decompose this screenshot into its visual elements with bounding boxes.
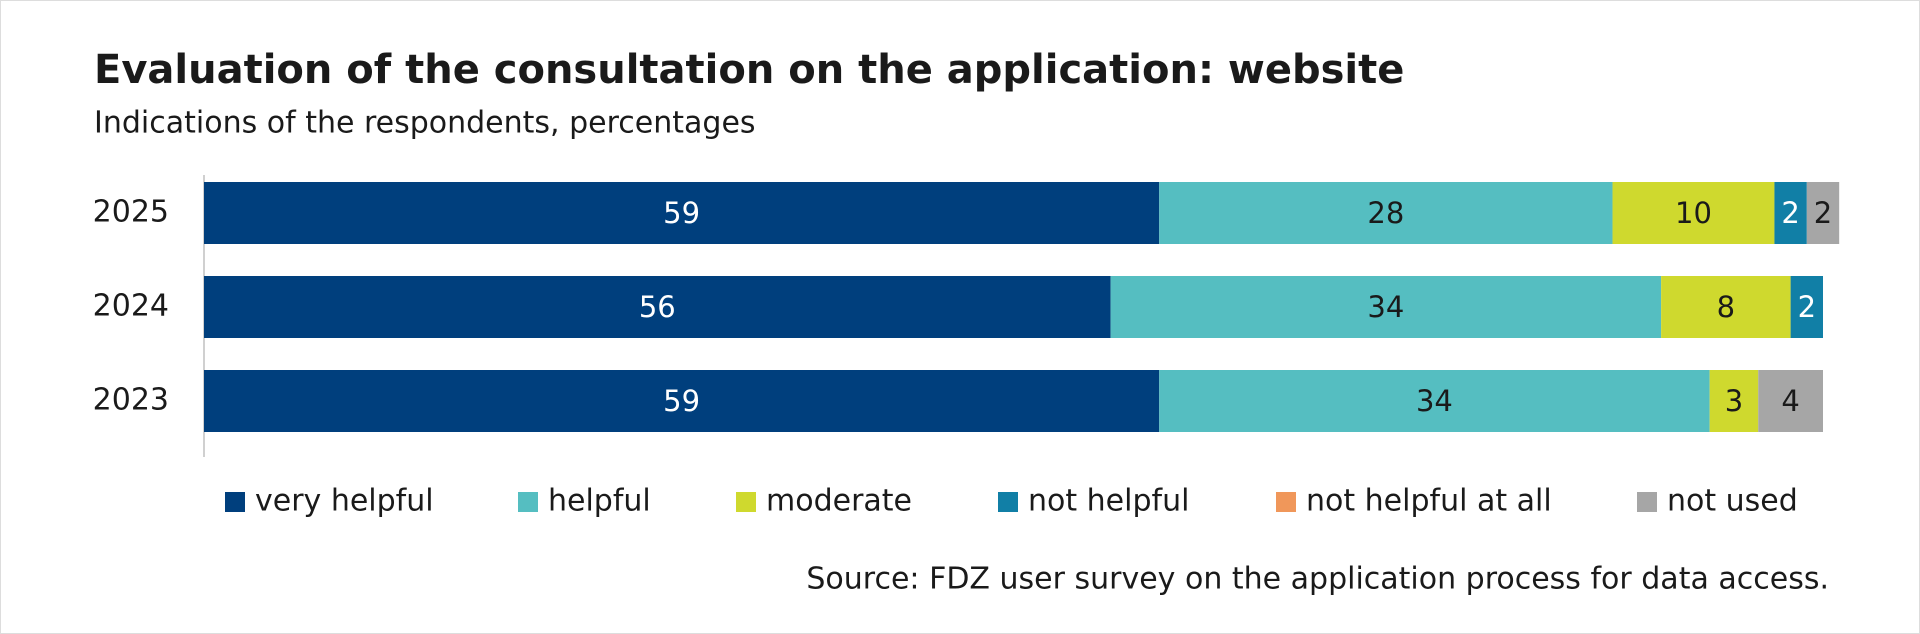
bar-segment bbox=[1612, 182, 1775, 244]
bar-segment bbox=[1661, 276, 1791, 338]
data-label: 2 bbox=[1781, 196, 1799, 230]
legend-label: moderate bbox=[766, 484, 912, 519]
legend-label: not helpful at all bbox=[1306, 484, 1552, 519]
data-label: 59 bbox=[663, 384, 700, 418]
bar-segment bbox=[1806, 182, 1840, 244]
legend-swatch bbox=[1637, 492, 1657, 512]
bar-segment bbox=[1758, 370, 1823, 432]
chart-subtitle: Indications of the respondents, percenta… bbox=[94, 106, 756, 141]
data-label: 28 bbox=[1367, 196, 1404, 230]
bar-segment bbox=[1774, 182, 1807, 244]
y-tick-label: 2023 bbox=[93, 383, 169, 418]
data-label: 34 bbox=[1367, 290, 1404, 324]
bar-segment bbox=[204, 276, 1111, 338]
legend-label: helpful bbox=[548, 484, 651, 519]
legend-label: very helpful bbox=[255, 484, 434, 519]
data-label: 10 bbox=[1675, 196, 1712, 230]
data-label: 56 bbox=[639, 290, 676, 324]
bar-segment bbox=[1709, 370, 1759, 432]
legend-label: not helpful bbox=[1028, 484, 1189, 519]
legend-swatch bbox=[998, 492, 1018, 512]
y-tick-label: 2025 bbox=[93, 195, 169, 230]
bar-segment bbox=[1159, 182, 1613, 244]
legend-swatch bbox=[1276, 492, 1296, 512]
data-label: 2 bbox=[1798, 290, 1816, 324]
source: Source: FDZ user survey on the applicati… bbox=[806, 562, 1829, 597]
bar-segment bbox=[204, 182, 1160, 244]
legend-swatch bbox=[736, 492, 756, 512]
legend-swatch bbox=[225, 492, 245, 512]
bar-segment bbox=[1159, 370, 1710, 432]
bar-segment bbox=[1110, 276, 1662, 338]
data-label: 34 bbox=[1416, 384, 1453, 418]
data-label: 8 bbox=[1717, 290, 1735, 324]
legend-swatch bbox=[518, 492, 538, 512]
data-label: 2 bbox=[1814, 196, 1832, 230]
legend-label: not used bbox=[1667, 484, 1798, 519]
chart-title: Evaluation of the consultation on the ap… bbox=[94, 47, 1404, 93]
bar-segment bbox=[204, 370, 1160, 432]
bar-segment bbox=[1790, 276, 1823, 338]
y-tick-label: 2024 bbox=[93, 289, 169, 324]
data-label: 59 bbox=[663, 196, 700, 230]
data-label: 4 bbox=[1781, 384, 1799, 418]
data-label: 3 bbox=[1725, 384, 1743, 418]
